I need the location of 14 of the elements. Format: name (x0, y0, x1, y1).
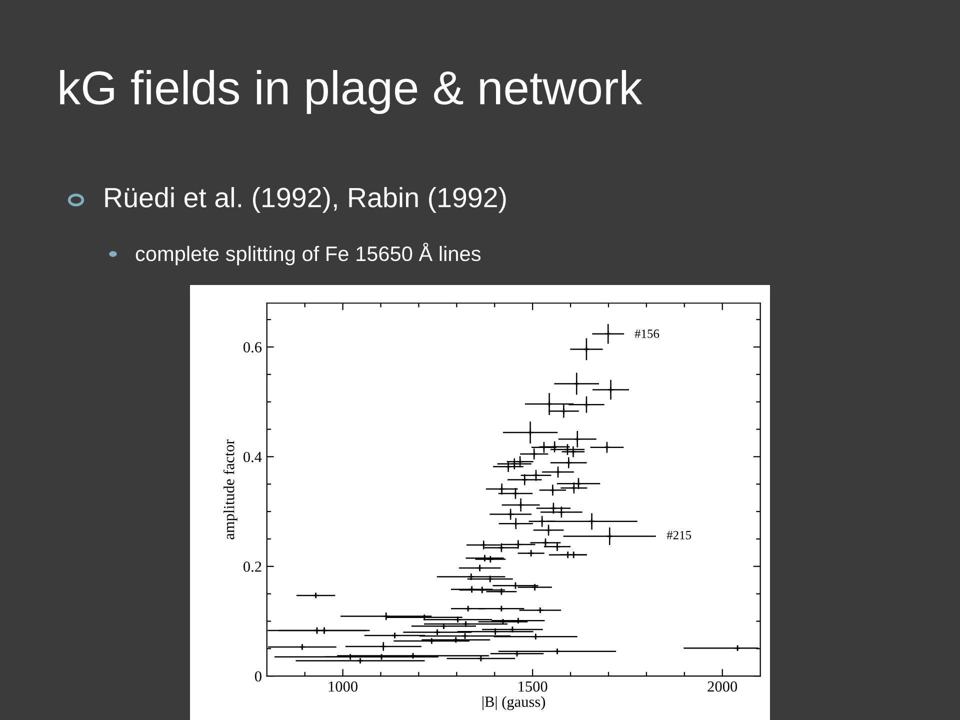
x-tick-label: 1500 (518, 681, 548, 692)
x-tick-label: 1000 (328, 681, 358, 692)
y-tick-label: 0 (254, 671, 262, 682)
annotation: #215 (666, 530, 692, 540)
annotation: #156 (634, 330, 660, 338)
text: complete splitting of Fe 15650 Å lines (136, 242, 481, 266)
y-tick-label: 0.4 (244, 452, 262, 462)
y-axis-title: amplitude factor (223, 439, 238, 540)
x-axis-title: |B| (gauss) (482, 696, 546, 710)
x-tick-label: 2000 (708, 681, 738, 692)
chart-title: kG fields in plage & network (60, 70, 642, 114)
chart-subtitle: Rüedi et al. (1992), Rabin (1992) (105, 187, 506, 213)
y-tick-label: 0.6 (244, 342, 262, 353)
y-tick-label: 0.2 (244, 562, 262, 572)
